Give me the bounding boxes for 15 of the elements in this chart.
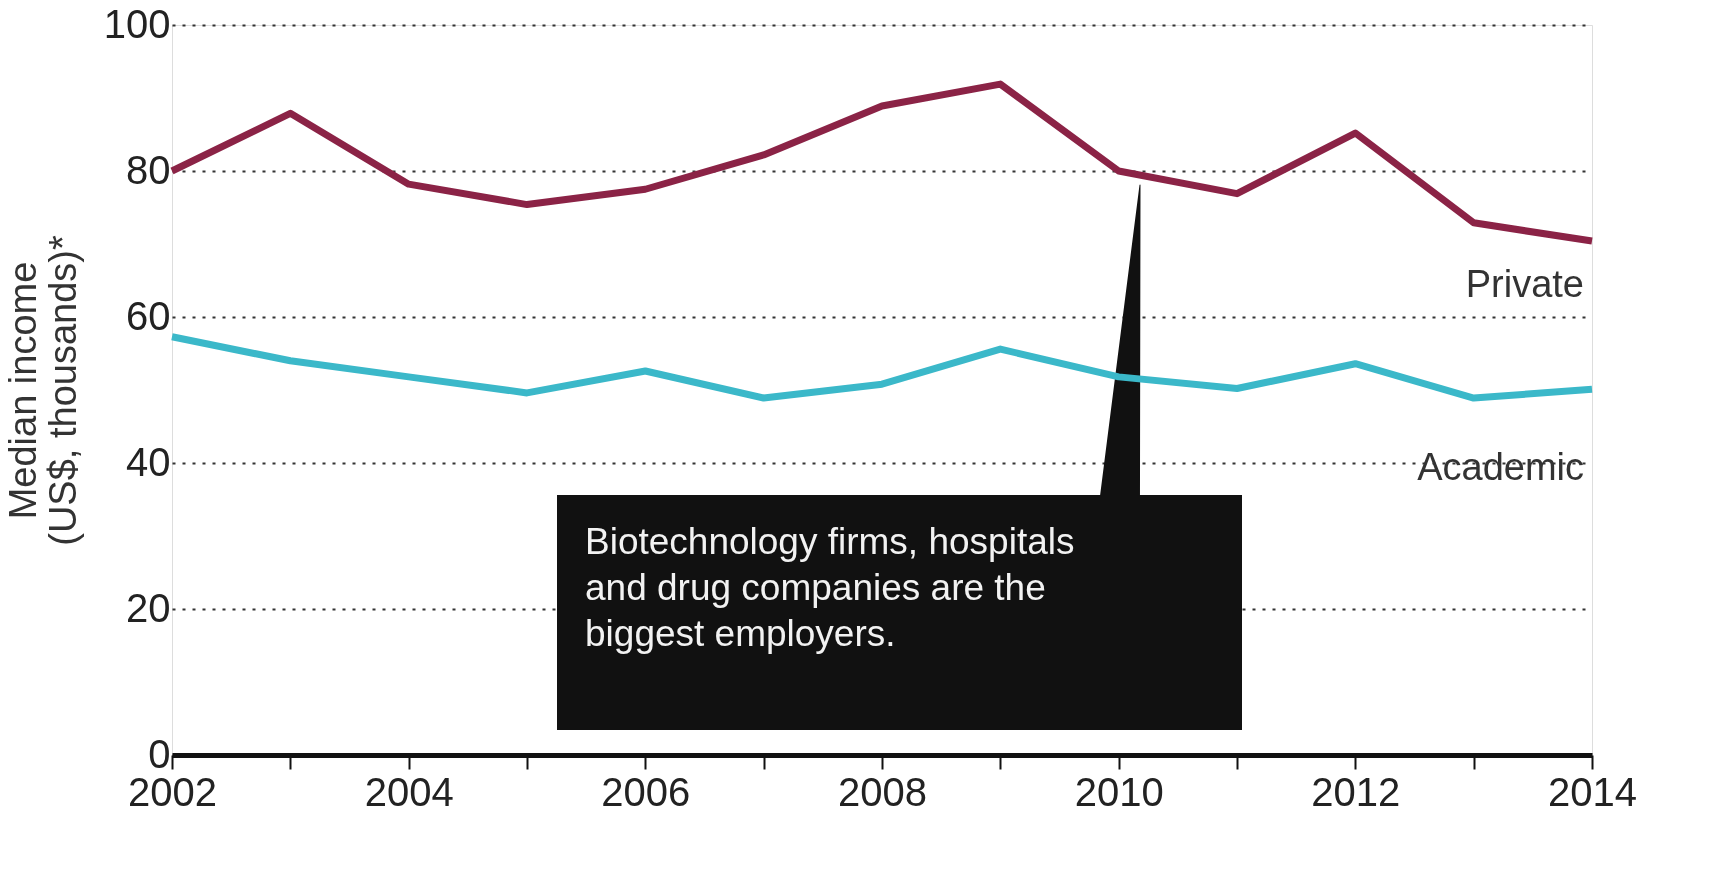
- series-label: Academic: [1417, 446, 1584, 489]
- x-tick-label: 2004: [364, 769, 454, 814]
- x-tick-label: 2014: [1548, 769, 1637, 814]
- y-tick-label: 20: [126, 585, 171, 630]
- y-tick-label: 40: [126, 439, 171, 484]
- x-tick-label: 2006: [601, 769, 691, 814]
- series-label: Private: [1465, 263, 1584, 306]
- annotation: Biotechnology firms, hospitals and drug companies are the biggest employers.: [585, 521, 1075, 654]
- y-tick-label: 80: [126, 147, 171, 192]
- y-axis-title: Median income (US$, thousands)*: [1, 235, 84, 546]
- x-tick-label: 2010: [1074, 769, 1164, 814]
- y-tick-label: 60: [126, 293, 171, 338]
- y-tick-label: 100: [103, 1, 171, 46]
- x-tick-label: 2012: [1311, 769, 1401, 814]
- x-tick-label: 2008: [838, 769, 927, 814]
